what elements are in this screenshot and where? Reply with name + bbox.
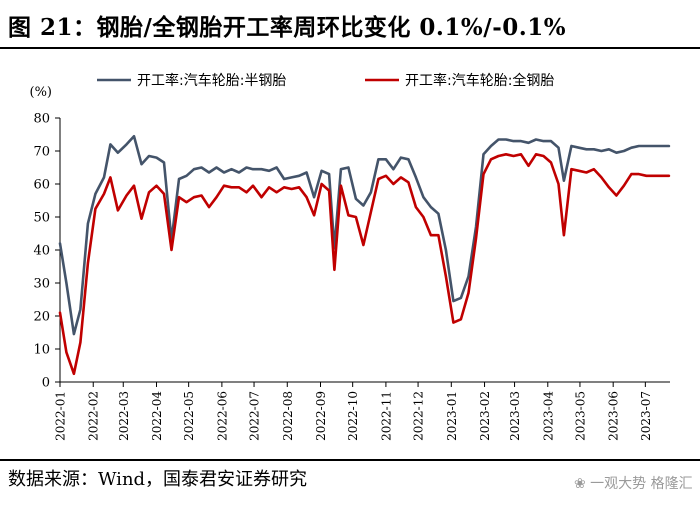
y-tick-label: 20 (33, 310, 50, 325)
x-tick-label: 2022-11 (379, 391, 393, 441)
x-tick-label: 2023-02 (478, 391, 492, 441)
y-tick-label: 0 (42, 376, 50, 391)
figure-header: 图 21：钢胎/全钢胎开工率周环比变化 0.1%/-0.1% (0, 0, 700, 50)
x-tick-label: 2023-04 (541, 391, 555, 441)
y-tick-label: 70 (33, 145, 50, 160)
x-tick-label: 2023-05 (573, 391, 587, 441)
source-note: 数据来源：Wind，国泰君安证券研究 (8, 469, 308, 490)
x-tick-label: 2023-07 (639, 391, 653, 441)
x-tick-label: 2022-07 (248, 391, 262, 441)
y-tick-label: 50 (33, 211, 50, 226)
x-tick-label: 2022-04 (150, 391, 164, 441)
series-line-2 (58, 153, 671, 376)
x-tick-label: 2022-01 (54, 391, 68, 441)
y-tick-label: 40 (33, 244, 50, 259)
y-tick-label: 10 (33, 343, 50, 358)
y-tick-label: 80 (33, 112, 50, 127)
watermark: ❀ 一观大势 格隆汇 (574, 476, 693, 492)
x-tick-label: 2022-05 (182, 391, 196, 441)
x-tick-label: 2022-02 (87, 391, 101, 441)
x-tick-label: 2023-01 (445, 391, 459, 441)
bottom-rule (0, 459, 700, 461)
figure-title: 图 21：钢胎/全钢胎开工率周环比变化 0.1%/-0.1% (8, 14, 567, 41)
y-tick-label: 60 (33, 178, 50, 193)
x-tick-label: 2022-09 (314, 391, 328, 441)
legend-label-1: 开工率:汽车轮胎:半钢胎 (137, 72, 286, 89)
y-axis-label: (%) (30, 85, 53, 100)
x-tick-label: 2022-06 (215, 391, 229, 441)
y-tick-label: 30 (33, 277, 50, 292)
x-tick-label: 2023-03 (508, 391, 522, 441)
line-chart: 0 10 20 30 40 50 60 70 80 (%) 2022-01 2022-02 2022-0… (30, 72, 671, 441)
series-line-1 (58, 134, 671, 336)
top-rule (0, 47, 700, 49)
x-tick-label: 2022-03 (117, 391, 131, 441)
legend-label-2: 开工率:汽车轮胎:全钢胎 (405, 72, 554, 89)
x-tick-label: 2022-10 (346, 391, 360, 441)
x-tick-label: 2022-08 (281, 391, 295, 441)
x-tick-label: 2022-12 (412, 391, 426, 441)
x-tick-label: 2023-06 (607, 391, 621, 441)
